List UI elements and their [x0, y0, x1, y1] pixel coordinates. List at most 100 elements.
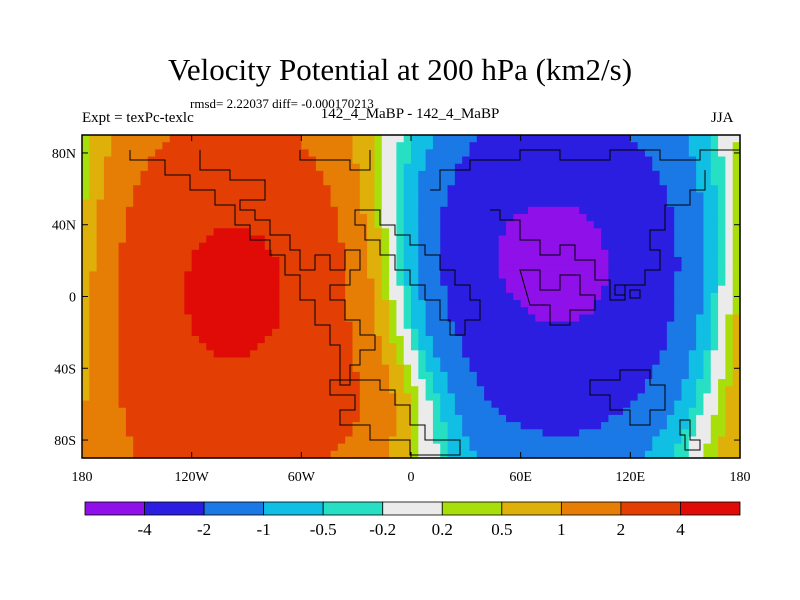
contour-cell: [732, 422, 741, 430]
contour-cell: [389, 163, 397, 172]
contour-cell: [294, 185, 302, 194]
contour-cell: [147, 350, 156, 359]
contour-cell: [359, 407, 368, 416]
contour-cell: [527, 264, 536, 272]
contour-cell: [710, 163, 719, 172]
contour-cell: [571, 221, 580, 229]
contour-cell: [688, 414, 697, 423]
contour-cell: [155, 213, 164, 222]
contour-cell: [447, 163, 456, 172]
contour-cell: [718, 436, 726, 445]
contour-cell: [323, 249, 332, 258]
contour-cell: [286, 443, 295, 452]
contour-cell: [359, 142, 368, 150]
contour-cell: [615, 206, 624, 215]
contour-cell: [133, 450, 142, 459]
contour-cell: [732, 257, 741, 265]
contour-cell: [571, 335, 580, 344]
contour-cell: [491, 300, 500, 308]
contour-cell: [359, 185, 368, 194]
contour-cell: [308, 199, 317, 208]
contour-cell: [213, 213, 222, 222]
contour-cell: [506, 149, 514, 158]
contour-cell: [301, 343, 310, 351]
contour-cell: [125, 350, 134, 359]
contour-cell: [425, 328, 434, 337]
contour-cell: [345, 178, 354, 186]
contour-cell: [345, 300, 354, 308]
contour-cell: [140, 422, 149, 430]
contour-cell: [250, 221, 259, 229]
contour-cell: [294, 357, 302, 366]
contour-cell: [666, 422, 675, 430]
contour-cell: [418, 328, 427, 337]
contour-cell: [235, 235, 244, 244]
contour-cell: [272, 185, 280, 194]
contour-cell: [220, 135, 229, 143]
contour-cell: [601, 407, 609, 416]
contour-cell: [476, 335, 485, 344]
contour-cell: [184, 221, 193, 229]
contour-cell: [513, 429, 522, 438]
contour-cell: [206, 379, 215, 387]
contour-cell: [125, 192, 134, 201]
contour-cell: [462, 307, 471, 316]
contour-cell: [294, 379, 302, 387]
contour-cell: [535, 206, 544, 215]
contour-cell: [250, 307, 259, 316]
contour-cell: [111, 386, 120, 394]
contour-cell: [454, 443, 463, 452]
contour-cell: [286, 221, 295, 229]
contour-cell: [286, 400, 295, 409]
contour-cell: [432, 221, 441, 229]
contour-cell: [396, 257, 405, 265]
contour-cell: [674, 235, 683, 244]
contour-cell: [703, 357, 712, 366]
contour-cell: [133, 393, 142, 402]
contour-cell: [571, 414, 580, 423]
contour-cell: [623, 343, 631, 351]
contour-cell: [381, 350, 390, 359]
contour-cell: [652, 264, 661, 272]
contour-cell: [111, 235, 120, 244]
contour-cell: [447, 335, 456, 344]
contour-cell: [498, 357, 507, 366]
contour-cell: [520, 328, 529, 337]
contour-cell: [198, 307, 207, 316]
contour-cell: [140, 307, 149, 316]
contour-cell: [659, 185, 668, 194]
contour-cell: [718, 393, 726, 402]
contour-cell: [440, 386, 449, 394]
contour-cell: [177, 221, 185, 229]
contour-cell: [198, 328, 207, 337]
contour-cell: [674, 206, 683, 215]
contour-cell: [506, 343, 514, 351]
contour-cell: [82, 422, 90, 430]
contour-cell: [191, 242, 200, 251]
contour-cell: [447, 407, 456, 416]
contour-cell: [542, 228, 551, 237]
contour-cell: [732, 235, 741, 244]
contour-cell: [586, 235, 595, 244]
contour-cell: [491, 185, 500, 194]
contour-cell: [666, 300, 675, 308]
contour-cell: [118, 185, 127, 194]
contour-cell: [637, 350, 646, 359]
contour-cell: [82, 357, 90, 366]
x-tick-label: 0: [408, 470, 415, 485]
contour-cell: [710, 257, 719, 265]
contour-cell: [96, 213, 105, 222]
contour-cell: [601, 300, 609, 308]
contour-cell: [213, 192, 222, 201]
contour-cell: [527, 142, 536, 150]
contour-cell: [425, 156, 434, 165]
contour-cell: [213, 300, 222, 308]
contour-cell: [242, 149, 251, 158]
contour-cell: [396, 364, 405, 373]
contour-cell: [220, 407, 229, 416]
contour-cell: [732, 213, 741, 222]
contour-cell: [601, 192, 609, 201]
contour-cell: [155, 443, 164, 452]
contour-cell: [637, 393, 646, 402]
contour-cell: [403, 278, 412, 287]
